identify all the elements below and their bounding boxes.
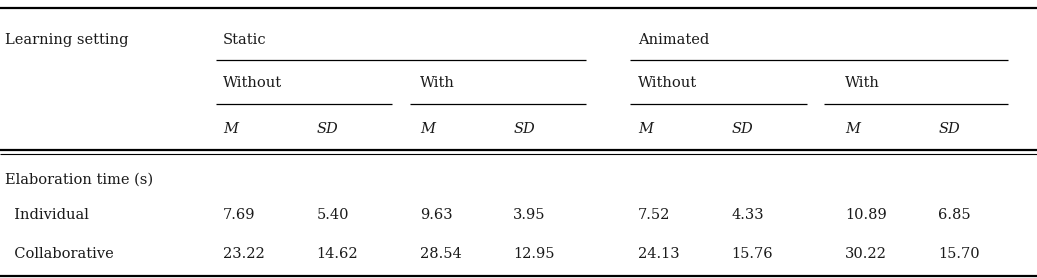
Text: 4.33: 4.33 [731,208,763,222]
Text: 15.76: 15.76 [731,247,773,261]
Text: Elaboration time (s): Elaboration time (s) [5,172,153,186]
Text: Without: Without [223,76,282,90]
Text: With: With [420,76,455,90]
Text: M: M [638,122,652,136]
Text: 12.95: 12.95 [513,247,555,261]
Text: M: M [420,122,435,136]
Text: 30.22: 30.22 [845,247,887,261]
Text: Static: Static [223,33,267,47]
Text: 5.40: 5.40 [316,208,348,222]
Text: Collaborative: Collaborative [5,247,114,261]
Text: SD: SD [731,122,753,136]
Text: M: M [845,122,860,136]
Text: Learning setting: Learning setting [5,33,129,47]
Text: SD: SD [938,122,960,136]
Text: 3.95: 3.95 [513,208,545,222]
Text: M: M [223,122,237,136]
Text: 6.85: 6.85 [938,208,971,222]
Text: Individual: Individual [5,208,89,222]
Text: 7.69: 7.69 [223,208,255,222]
Text: 28.54: 28.54 [420,247,461,261]
Text: Animated: Animated [638,33,709,47]
Text: 24.13: 24.13 [638,247,679,261]
Text: 14.62: 14.62 [316,247,358,261]
Text: SD: SD [513,122,535,136]
Text: 7.52: 7.52 [638,208,670,222]
Text: 10.89: 10.89 [845,208,887,222]
Text: 15.70: 15.70 [938,247,980,261]
Text: 23.22: 23.22 [223,247,264,261]
Text: Without: Without [638,76,697,90]
Text: With: With [845,76,880,90]
Text: SD: SD [316,122,338,136]
Text: 9.63: 9.63 [420,208,452,222]
